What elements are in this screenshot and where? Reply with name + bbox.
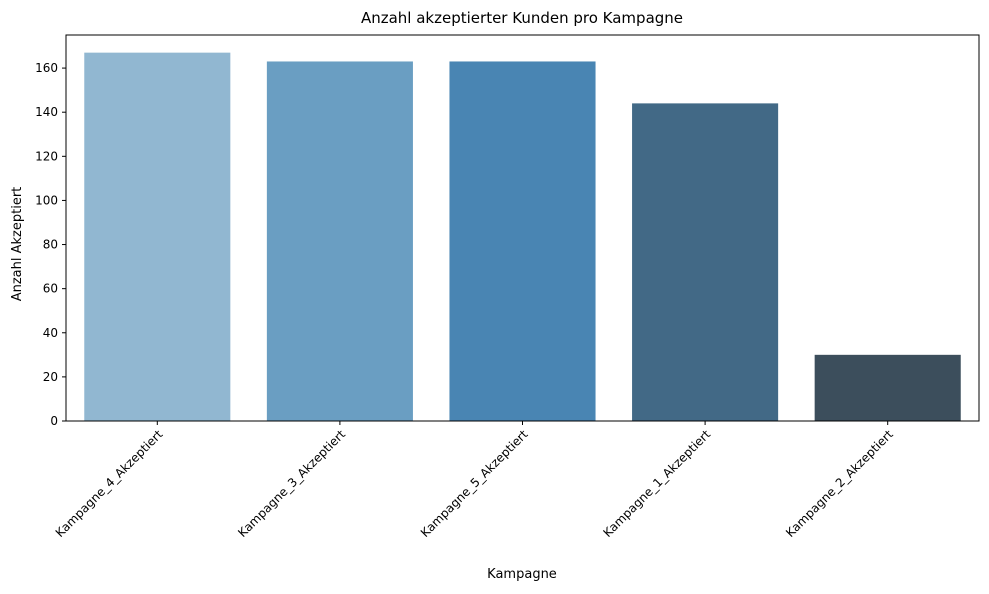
x-tick-label: Kampagne_5_Akzeptiert [418, 427, 531, 540]
bars-group [84, 52, 961, 422]
x-tick-label: Kampagne_1_Akzeptiert [600, 427, 713, 540]
bar-kampagne-5-akzeptiert [449, 61, 596, 422]
y-tick-label: 0 [50, 414, 58, 428]
y-tick-label: 120 [35, 149, 58, 163]
y-axis-ticks: 0 20 40 60 80 100 120 140 160 [35, 61, 66, 428]
y-tick-label: 60 [43, 282, 58, 296]
y-tick-label: 80 [43, 238, 58, 252]
x-axis-ticks: Kampagne_4_Akzeptiert Kampagne_3_Akzeptie… [53, 421, 896, 540]
y-tick-label: 100 [35, 193, 58, 207]
y-tick-label: 40 [43, 326, 58, 340]
y-tick-label: 140 [35, 105, 58, 119]
y-tick-label: 20 [43, 370, 58, 384]
y-axis-label: Anzahl Akzeptiert [10, 187, 25, 302]
x-tick-label: Kampagne_3_Akzeptiert [235, 427, 348, 540]
bar-kampagne-3-akzeptiert [266, 61, 413, 422]
chart-title: Anzahl akzeptierter Kunden pro Kampagne [361, 9, 683, 27]
y-tick-label: 160 [35, 61, 58, 75]
bar-kampagne-1-akzeptiert [632, 103, 779, 422]
plot-frame [65, 34, 980, 422]
bar-kampagne-2-akzeptiert [814, 354, 961, 421]
x-tick-label: Kampagne_2_Akzeptiert [783, 427, 896, 540]
x-tick-label: Kampagne_4_Akzeptiert [53, 427, 166, 540]
x-axis-label: Kampagne [487, 567, 557, 582]
bar-kampagne-4-akzeptiert [84, 52, 231, 421]
